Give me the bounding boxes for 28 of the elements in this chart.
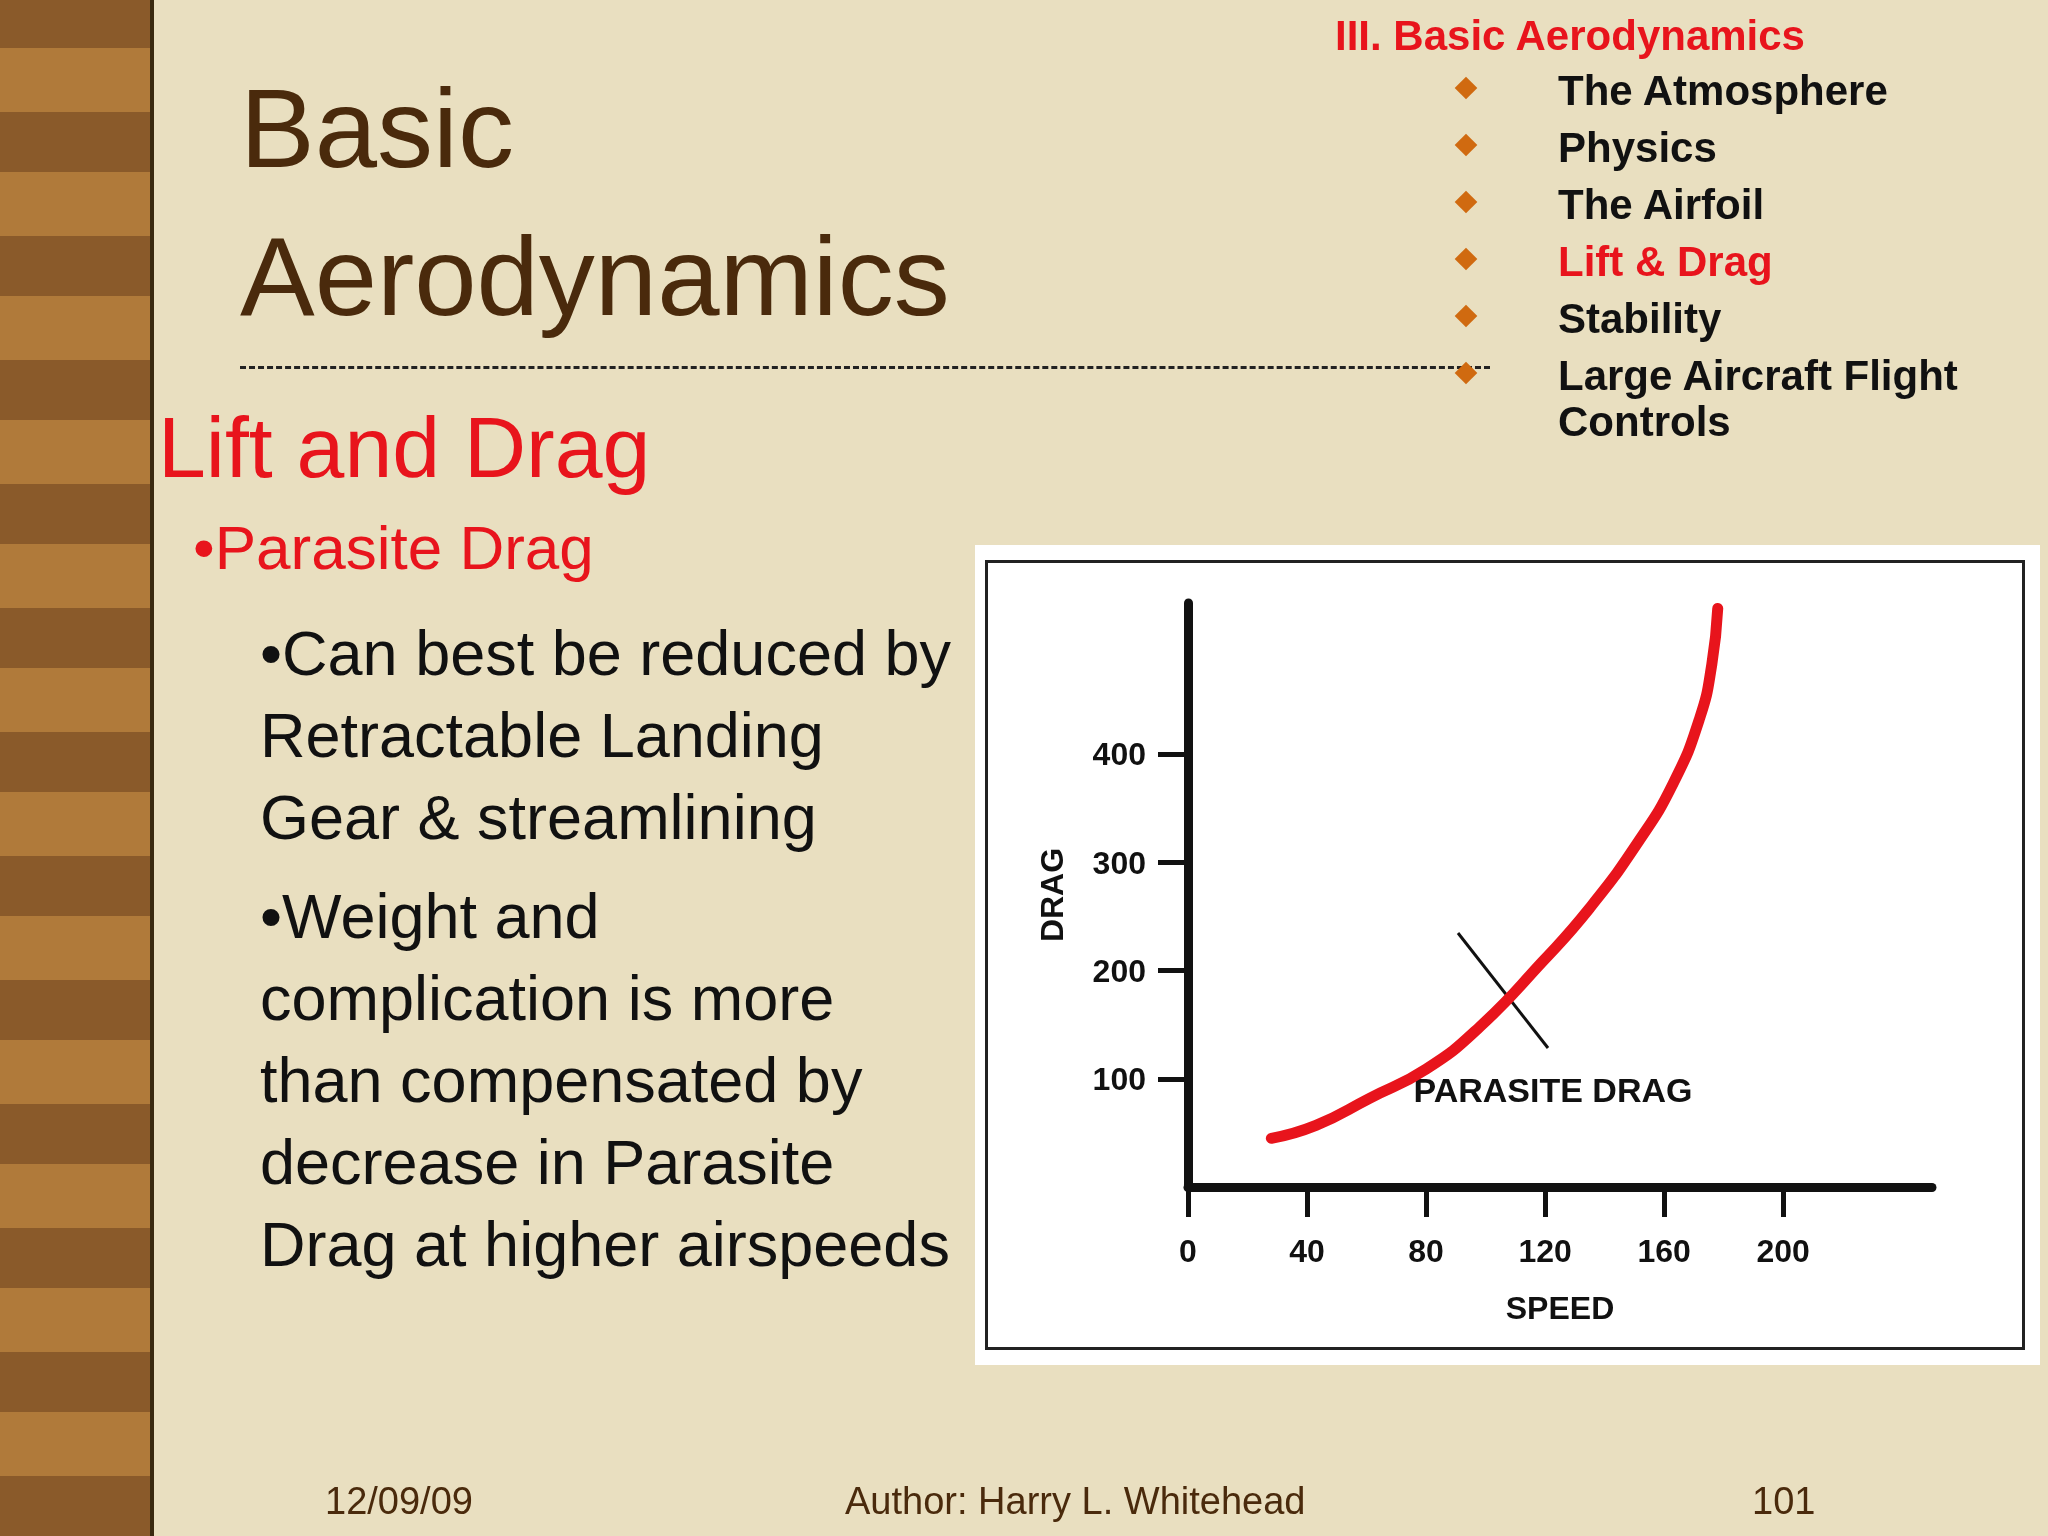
text: Lift and Drag: [158, 398, 651, 497]
text: The Atmosphere: [1558, 67, 1889, 114]
text: Large Aircraft Flight Controls: [1558, 352, 1959, 445]
text: Physics: [1558, 124, 1718, 171]
annotation: PARASITE DRAG: [1413, 1071, 1693, 1109]
x-tick-label: 120: [1518, 1233, 1572, 1269]
text: 101: [1752, 1480, 1816, 1523]
x-tick-label: 160: [1637, 1233, 1691, 1269]
y-tick-label: 200: [1092, 952, 1146, 989]
x-tick-label: 80: [1408, 1233, 1444, 1269]
y-axis-title: DRAG: [1034, 847, 1070, 943]
text: Stability: [1558, 295, 1723, 342]
y-tick-label: 400: [1092, 736, 1146, 773]
y-tick-label: 300: [1092, 844, 1146, 881]
text: III. Basic Aerodynamics: [1335, 12, 1805, 60]
chart-title: Basic Aerodynamics: [240, 65, 951, 341]
text: •Weight and complication is more than compensated by decrease in Parasite Drag at higher airspeeds: [260, 880, 951, 1281]
text: Lift & Drag: [1558, 238, 1774, 285]
x-tick-label: 200: [1756, 1233, 1810, 1269]
x-tick-label: 40: [1289, 1233, 1325, 1269]
text: Author: Harry L. Whitehead: [845, 1480, 1306, 1523]
text: •Parasite Drag: [193, 512, 594, 583]
x-tick-label: 0: [1179, 1233, 1197, 1269]
text: The Airfoil: [1558, 181, 1766, 228]
text: •Can best be reduced by Retractable Landing Gear & streamlining: [260, 617, 952, 854]
text: 12/09/09: [325, 1480, 473, 1523]
y-tick-label: 100: [1092, 1060, 1146, 1097]
x-axis-title: SPEED: [1505, 1290, 1615, 1326]
